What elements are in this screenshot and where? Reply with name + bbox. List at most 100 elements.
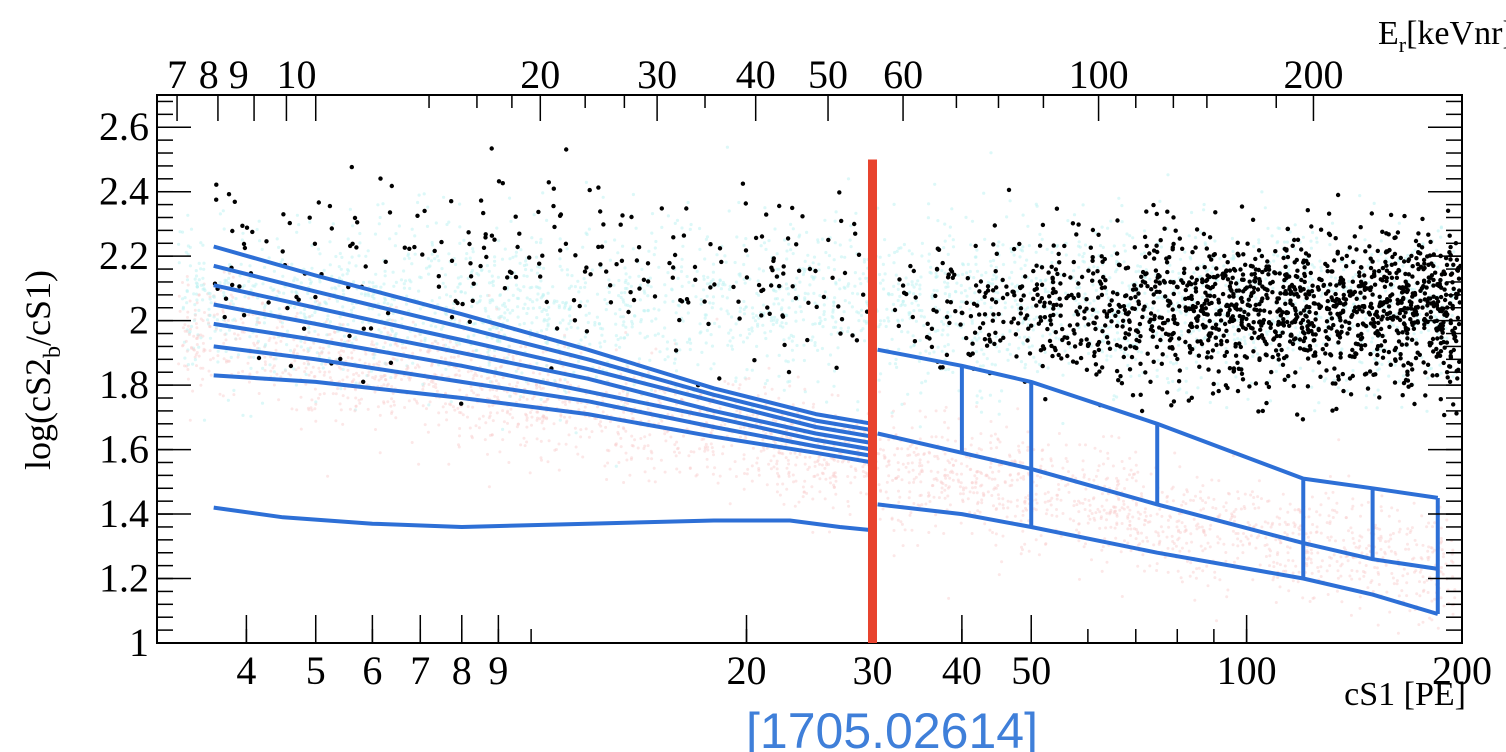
er-band-dot <box>1308 280 1312 284</box>
er-band-dot <box>459 275 463 279</box>
nr-band-dot <box>788 384 792 388</box>
nr-band-dot <box>1117 436 1121 440</box>
er-band-dot <box>1143 291 1147 295</box>
nr-band-dot <box>910 461 914 465</box>
nr-band-dot <box>192 348 196 352</box>
nr-band-dot <box>1253 506 1257 510</box>
er-band-dot <box>823 218 827 222</box>
er-band-dot <box>888 362 892 366</box>
er-band-dot <box>388 343 393 347</box>
nr-band-dot <box>950 457 954 461</box>
nr-band-dot <box>735 409 739 413</box>
nr-band-dot <box>539 456 543 460</box>
er-band-dot <box>525 311 529 316</box>
er-band-dot <box>374 272 378 276</box>
er-band-dot <box>1224 346 1228 351</box>
er-band-dot <box>778 324 783 328</box>
nr-band-dot <box>912 480 916 484</box>
nr-band-dot <box>990 494 994 497</box>
er-band-dot <box>341 273 345 277</box>
nr-band-dot <box>545 397 549 401</box>
er-band-dot <box>545 313 550 317</box>
er-band-dot <box>1276 254 1280 258</box>
nr-band-dot <box>509 407 513 411</box>
er-band-dot <box>1311 230 1315 235</box>
er-band-dot <box>539 241 543 245</box>
nr-band-dot <box>1420 514 1424 518</box>
er-band-dot <box>1362 278 1366 282</box>
nr-band-dot <box>711 472 715 476</box>
nr-band-dot <box>918 464 921 468</box>
nr-band-dot <box>1001 503 1005 507</box>
er-band-dot <box>951 349 955 353</box>
nr-band-dot <box>1084 542 1087 546</box>
nr-band-dot <box>475 393 479 397</box>
nr-band-dot <box>394 416 398 420</box>
nr-band-dot <box>674 454 678 458</box>
nr-band-dot <box>1002 506 1005 510</box>
er-band-dot <box>878 281 883 285</box>
nr-band-dot <box>802 490 806 494</box>
er-band-dot <box>213 329 217 333</box>
er-band-dot <box>1373 357 1378 361</box>
er-band-dot <box>985 357 989 361</box>
nr-band-dot <box>1196 522 1200 526</box>
nr-band-dot <box>1357 539 1361 543</box>
er-band-dot <box>501 427 505 431</box>
er-band-dot <box>703 313 707 317</box>
nr-band-dot <box>1418 570 1422 574</box>
er-band-dot <box>801 318 806 322</box>
er-band-dot <box>540 309 544 314</box>
er-band-dot <box>410 262 414 266</box>
nr-band-dot <box>1119 550 1123 554</box>
nr-band-dot <box>1103 537 1107 541</box>
nr-band-dot <box>1387 539 1391 543</box>
er-band-dot <box>469 271 473 275</box>
nr-band-dot <box>297 366 301 370</box>
nr-band-dot <box>339 367 343 371</box>
nr-band-dot <box>1451 575 1455 579</box>
nr-band-dot <box>902 402 906 406</box>
er-band-dot <box>436 303 440 307</box>
er-band-dot <box>209 301 213 305</box>
er-band-dot <box>297 223 301 227</box>
nr-band-dot <box>705 465 709 469</box>
nr-band-dot <box>993 432 997 436</box>
nr-band-dot <box>808 455 812 459</box>
er-band-dot <box>993 363 998 367</box>
nr-band-dot <box>1369 581 1373 584</box>
er-band-dot <box>1183 321 1187 325</box>
er-band-dot <box>986 280 990 284</box>
nr-band-dot <box>1417 623 1421 627</box>
nr-band-dot <box>524 345 528 349</box>
nr-band-dot <box>535 410 539 414</box>
er-band-dot <box>1109 219 1113 223</box>
nr-band-dot <box>848 513 852 516</box>
er-band-dot <box>902 242 907 247</box>
nr-band-dot <box>294 315 298 319</box>
er-band-dot <box>813 322 817 326</box>
nr-band-dot <box>782 502 786 506</box>
nr-band-dot <box>920 470 924 473</box>
er-band-dot <box>1043 290 1048 294</box>
er-band-dot <box>1364 406 1368 410</box>
er-band-dot <box>817 262 821 266</box>
nr-band-dot <box>350 380 354 384</box>
nr-band-dot <box>943 488 947 492</box>
nr-band-dot <box>1155 512 1159 516</box>
nr-band-dot <box>968 490 972 494</box>
nr-band-dot <box>1015 478 1019 482</box>
er-band-dot <box>673 357 677 361</box>
nr-band-dot <box>1099 449 1102 453</box>
er-band-dot <box>363 293 367 298</box>
nr-band-dot <box>263 360 267 364</box>
er-band-dot <box>1188 255 1192 259</box>
nr-band-dot <box>321 346 325 350</box>
nr-band-dot <box>996 493 1000 497</box>
nr-band-dot <box>1272 575 1276 579</box>
nr-band-dot <box>1306 535 1310 539</box>
nr-band-dot <box>898 495 902 499</box>
nr-band-dot <box>425 407 428 411</box>
nr-band-dot <box>628 473 632 477</box>
nr-band-dot <box>1090 558 1093 562</box>
